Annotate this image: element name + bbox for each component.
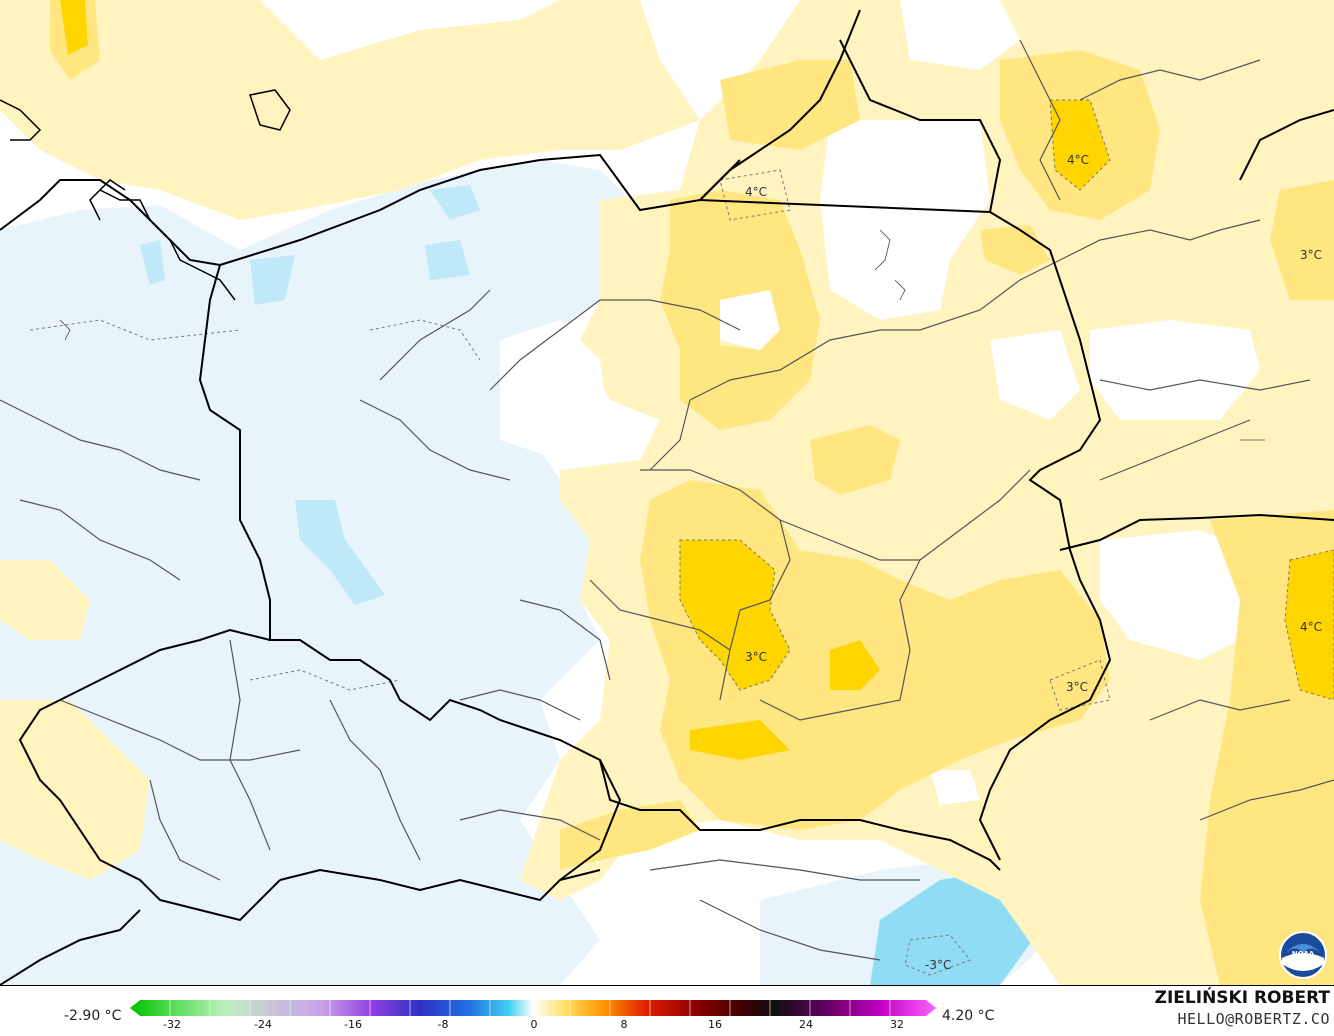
warm-area-strong-6: [690, 720, 790, 760]
warm-area-strong-4: [1285, 550, 1334, 700]
cool-patch-3: [425, 240, 470, 280]
contour-label: 4°C: [745, 185, 767, 199]
author-name: ZIELIŃSKI ROBERT: [1154, 988, 1330, 1008]
warm-area-light-5: [1270, 180, 1334, 300]
warm-area-pale-nw: [0, 0, 700, 220]
contour-label: 3°C: [1300, 248, 1322, 262]
warm-area-light-10: [560, 800, 700, 870]
neutral-area-6: [990, 330, 1080, 420]
scale-tick: 16: [708, 1018, 722, 1031]
warm-area-strong-5: [60, 0, 88, 55]
warm-area-strong-1: [680, 540, 790, 690]
contour-label: 4°C: [1300, 620, 1322, 634]
warm-area-strong-3: [1050, 100, 1110, 190]
warm-area-pale-sw: [0, 700, 150, 880]
neutral-area-8: [930, 770, 980, 805]
neutral-area-1: [820, 120, 990, 320]
scale-tick: 0: [530, 1018, 538, 1031]
author-email: HELLO@ROBERTZ.CO: [1177, 1010, 1330, 1028]
noaa-logo-icon: NOAA: [1278, 930, 1328, 980]
scale-tick: -16: [344, 1018, 362, 1031]
neutral-area-5: [900, 0, 1020, 70]
neutral-area-2: [1090, 320, 1260, 420]
cool-patch-2: [430, 185, 480, 220]
scale-tick: 32: [890, 1018, 904, 1031]
warm-area-light-8: [720, 60, 860, 150]
cool-area-west: [0, 160, 640, 985]
contour-label: -3°C: [925, 958, 951, 972]
scale-tick: -8: [437, 1018, 449, 1031]
noaa-logo-text: NOAA: [1292, 950, 1315, 958]
color-scale-bar: [130, 1000, 936, 1016]
scale-tick: -32: [163, 1018, 181, 1031]
temperature-anomaly-map: 4°C 4°C 3°C 3°C 3°C 4°C -3°C: [0, 0, 1334, 986]
cool-patch-1: [250, 255, 295, 305]
cool-patch-5: [140, 240, 165, 285]
neutral-area-3: [1100, 530, 1250, 660]
cool-patch-4: [295, 500, 385, 605]
contour-label: 3°C: [745, 650, 767, 664]
warm-area-light-6: [810, 425, 900, 495]
warm-area-pale-w: [0, 560, 90, 640]
legend-max-label: 4.20 °C: [942, 1008, 995, 1024]
legend-footer: -2.90 °C: [0, 985, 1334, 1036]
legend-min-label: -2.90 °C: [64, 1008, 122, 1024]
scale-tick: 24: [799, 1018, 813, 1031]
scale-tick: 8: [620, 1018, 628, 1031]
scale-tick: -24: [254, 1018, 272, 1031]
contour-label: 4°C: [1067, 153, 1089, 167]
contour-label: 3°C: [1066, 680, 1088, 694]
warm-area-strong-2: [830, 640, 880, 690]
